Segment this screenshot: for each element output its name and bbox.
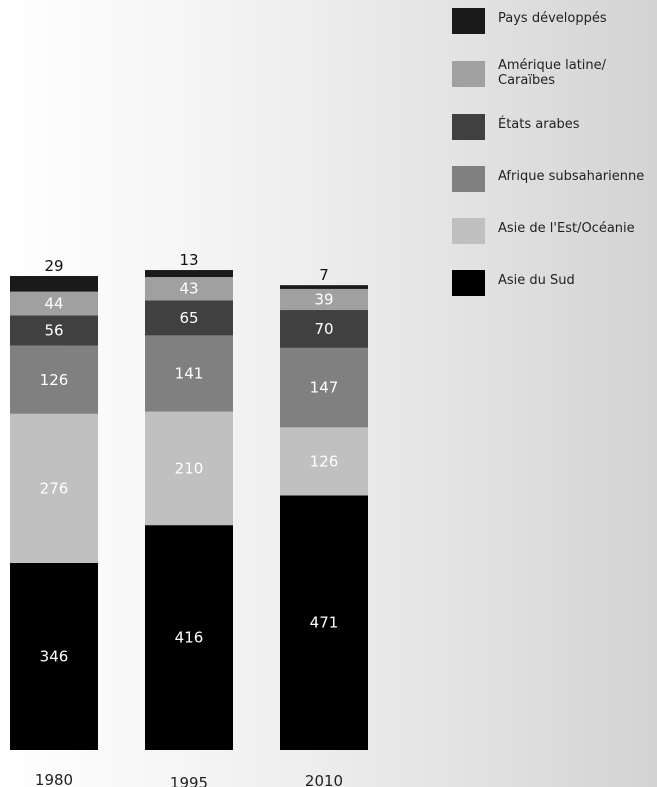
x-tick-label-1980: 1980	[35, 771, 73, 787]
legend-swatch	[452, 61, 485, 87]
data-label-1980-2: 126	[40, 371, 69, 389]
data-label-1980-3: 56	[44, 322, 63, 340]
bar-segment-2010-1	[280, 427, 368, 496]
data-label-2010-4: 39	[314, 290, 333, 308]
legend-label: Afrique subsaharienne	[498, 169, 645, 184]
data-label-1980-5: 29	[44, 257, 63, 275]
x-tick-label-1995: 1995	[170, 774, 208, 787]
bar-segment-1980-2	[10, 345, 98, 414]
bar-segment-2010-4	[280, 288, 368, 311]
data-label-1980-4: 44	[44, 295, 63, 313]
x-tick-label-2010: 2010	[305, 772, 343, 787]
bar-segment-1995-2	[145, 335, 233, 412]
bar-segment-2010-5	[280, 285, 368, 289]
legend-swatch	[452, 218, 485, 244]
data-label-2010-0: 471	[310, 614, 339, 632]
bar-segment-1995-0	[145, 525, 233, 750]
legend-swatch	[452, 8, 485, 34]
data-label-2010-2: 147	[310, 379, 339, 397]
legend-swatch	[452, 166, 485, 192]
data-label-1995-5: 13	[179, 251, 198, 269]
data-label-1995-4: 43	[179, 280, 198, 298]
data-label-2010-5: 7	[319, 266, 329, 284]
data-label-1980-0: 346	[40, 647, 69, 665]
bar-segment-2010-2	[280, 347, 368, 428]
data-label-1995-2: 141	[175, 365, 204, 383]
bar-segment-2010-0	[280, 495, 368, 750]
legend-label: Asie du Sud	[498, 273, 575, 288]
legend-label: États arabes	[498, 117, 580, 132]
data-label-2010-3: 70	[314, 320, 333, 338]
data-label-1995-3: 65	[179, 309, 198, 327]
legend-swatch	[452, 114, 485, 140]
data-label-1980-1: 276	[40, 479, 69, 497]
data-label-1995-0: 416	[175, 629, 204, 647]
data-label-2010-1: 126	[310, 452, 339, 470]
legend-label: Asie de l'Est/Océanie	[498, 221, 635, 236]
bar-segment-1995-5	[145, 270, 233, 278]
bar-segment-1995-4	[145, 277, 233, 301]
legend-swatch	[452, 270, 485, 296]
legend-label: Amérique latine/ Caraïbes	[498, 58, 607, 88]
legend-label: Pays développés	[498, 11, 607, 26]
bar-segment-1980-1	[10, 413, 98, 563]
data-label-1995-1: 210	[175, 459, 204, 477]
bar-segment-2010-3	[280, 310, 368, 348]
bar-segment-1995-1	[145, 411, 233, 526]
bar-segment-1980-4	[10, 291, 98, 316]
bar-segment-1980-0	[10, 562, 98, 750]
bar-segment-1995-3	[145, 300, 233, 336]
bar-segment-1980-3	[10, 315, 98, 346]
bar-segment-1980-5	[10, 275, 98, 292]
legend: Pays développés Amérique latine/ Caraïbes…	[452, 0, 657, 320]
